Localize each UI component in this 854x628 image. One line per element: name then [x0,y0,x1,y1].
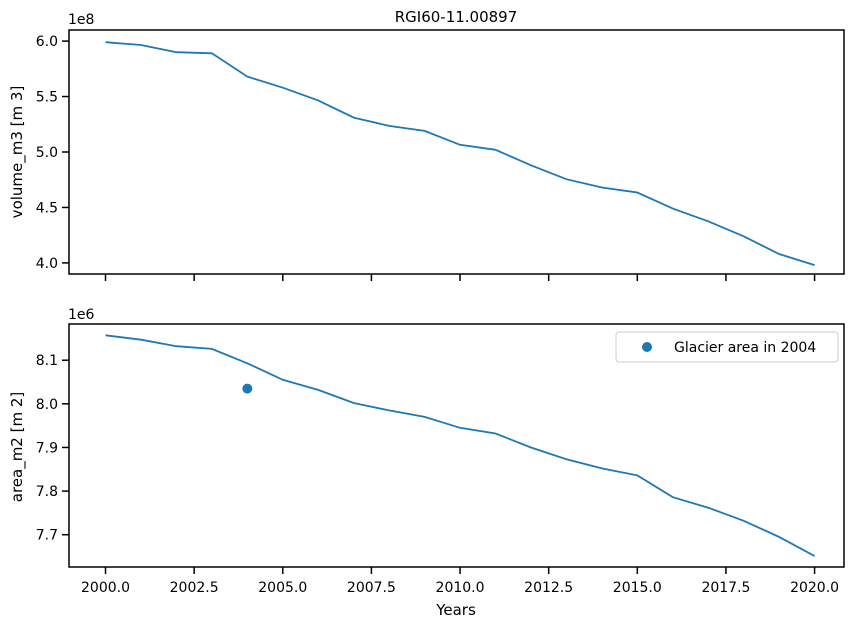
y-tick-label: 7.8 [36,484,58,500]
plot-frame [68,323,845,568]
y-tick-label: 6.0 [36,34,58,50]
series-line [105,334,816,557]
chart-title: RGI60-11.00897 [395,8,518,26]
x-ticks [104,274,816,281]
y-ticks: 4.0 4.5 5.0 5.5 6.0 [36,34,69,272]
x-tick-label: 2017.5 [701,580,750,596]
y-tick-label: 5.0 [36,145,58,161]
legend-box [615,331,839,363]
x-tick-label: 2012.5 [524,580,573,596]
x-tick-label: 2007.5 [347,580,396,596]
y-tick-label: 8.1 [36,353,58,369]
x-tick-label: 2020.0 [790,580,839,596]
series-layer [105,334,816,557]
y-tick-label: 7.7 [36,528,58,544]
y-tick-label: 7.9 [36,440,58,456]
y-axis-label: area_m2 [m 2] [8,392,27,503]
scatter-point [242,383,253,394]
legend-marker [642,342,652,352]
x-tick-label: 2010.0 [436,580,485,596]
y-offset-label: 1e8 [68,12,94,28]
series-line [105,41,815,266]
y-tick-label: 4.0 [36,256,58,272]
y-axis-label: volume_m3 [m 3] [8,86,27,219]
x-tick-label: 2002.5 [170,580,219,596]
volume-panel: RGI60-11.00897 1e8 volume_m3 [m 3] 4.04.… [8,8,845,281]
x-ticks: 2000.0 2002.5 2005.0 2007.5 2010.0 2012.5 2015… [81,567,839,596]
y-tick-label: 8.0 [36,397,58,413]
x-tick-label: 2005.0 [258,580,307,596]
x-tick-label: 2015.0 [613,580,662,596]
plot-frame [68,29,845,275]
y-tick-label: 4.5 [36,200,58,216]
x-axis-label: Years [435,601,476,619]
y-offset-label: 1e6 [68,307,95,323]
y-tick-label: 5.5 [36,90,58,106]
area-panel: 1e6 area_m2 [m 2] Years 7.77.87.98.08.1 … [8,307,845,619]
x-tick-label: 2000.0 [81,580,130,596]
series-layer [105,41,815,266]
legend: Glacier area in 2004 [615,331,839,363]
legend-label: Glacier area in 2004 [674,340,816,356]
y-ticks: 7.7 7.8 7.9 8.0 8.1 [36,353,69,544]
